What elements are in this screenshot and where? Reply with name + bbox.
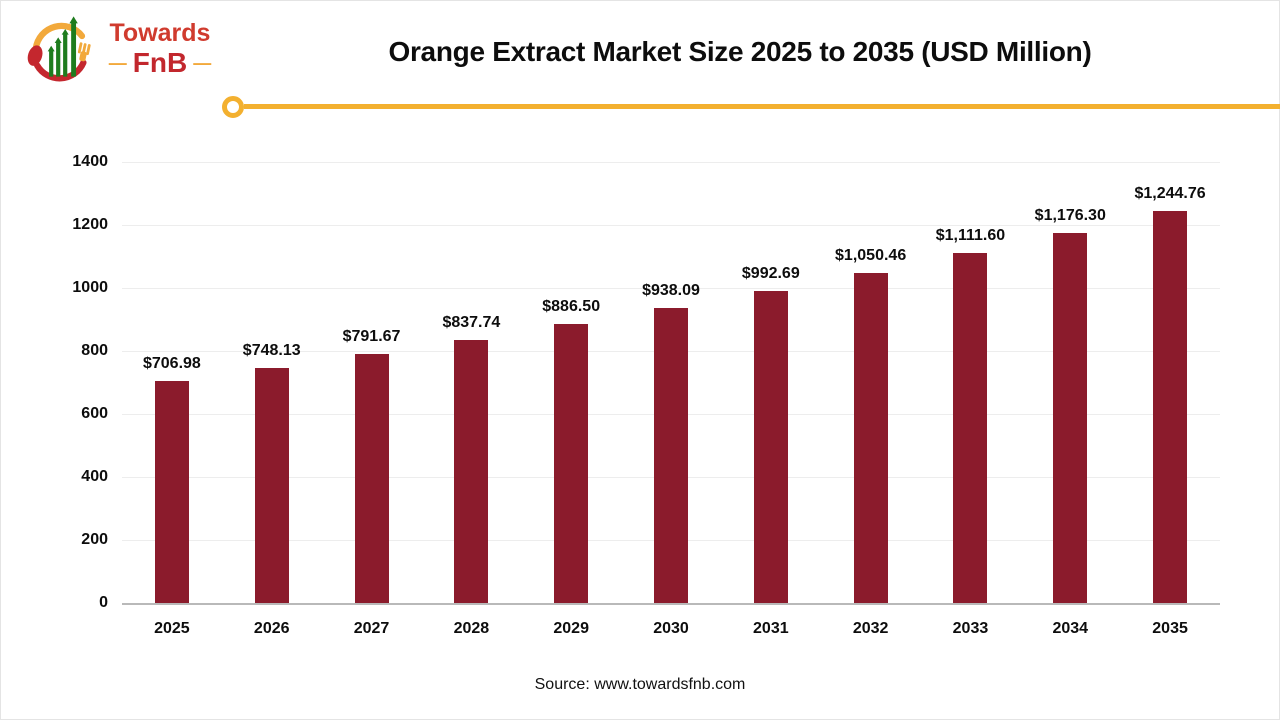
y-tick-label: 1000: [72, 278, 108, 296]
x-tick-label: 2034: [1052, 619, 1089, 637]
bar-value-label: $886.50: [542, 298, 601, 316]
x-tick-label: 2033: [952, 619, 989, 637]
x-axis-line: [122, 602, 1220, 605]
y-tick-label: 800: [81, 341, 108, 359]
y-tick-label: 1200: [72, 215, 108, 233]
y-tick-label: 200: [81, 530, 108, 548]
y-tick-label: 400: [81, 467, 108, 485]
bar: [1053, 232, 1088, 604]
bar: [953, 253, 988, 604]
gridline: [122, 225, 1220, 226]
logo-dash-left: —: [108, 53, 127, 73]
towardsfnb-logo-icon: [27, 16, 91, 82]
x-tick-label: 2035: [1152, 619, 1188, 637]
y-tick-label: 0: [99, 593, 108, 611]
bar-value-label: $1,244.76: [1134, 185, 1206, 203]
bar: [154, 380, 189, 604]
x-tick-label: 2026: [253, 619, 290, 637]
bar: [554, 324, 589, 604]
bar: [654, 308, 688, 604]
bar-value-label: $706.98: [142, 354, 201, 372]
x-tick-label: 2031: [753, 619, 789, 637]
bar: [853, 272, 888, 604]
x-tick-label: 2030: [653, 619, 689, 637]
bar-value-label: $1,111.60: [935, 227, 1006, 245]
divider-line: [244, 104, 1280, 109]
bar: [354, 354, 389, 604]
x-tick-label: 2025: [154, 619, 190, 637]
x-tick-label: 2028: [453, 619, 490, 637]
bar-value-label: $748.13: [242, 341, 301, 359]
bar: [254, 367, 289, 604]
logo-word-fnb: FnB: [132, 47, 188, 78]
source-note: Source: www.towardsfnb.com: [534, 676, 746, 693]
gridline: [122, 288, 1220, 289]
bar-value-label: $1,176.30: [1034, 206, 1106, 224]
towardsfnb-logo: Towards — FnB —: [24, 10, 224, 92]
logo-word-towards: Towards: [109, 19, 211, 47]
bar: [454, 339, 489, 604]
x-tick-label: 2027: [353, 619, 390, 637]
logo-dash-right: —: [193, 53, 212, 73]
towardsfnb-logo-text: Towards — FnB —: [96, 20, 224, 77]
page-title: Orange Extract Market Size 2025 to 2035 …: [388, 36, 1092, 67]
bar-value-label: $791.67: [342, 328, 401, 346]
bar: [753, 290, 788, 604]
bar: [1153, 211, 1188, 604]
divider-ring-icon: [222, 96, 244, 118]
y-tick-label: 1400: [72, 152, 108, 170]
y-tick-label: 600: [81, 404, 108, 422]
gridline: [122, 162, 1220, 163]
bar-value-label: $938.09: [642, 282, 700, 299]
x-tick-label: 2029: [553, 619, 589, 637]
bar-value-label: $992.69: [741, 264, 800, 282]
x-tick-label: 2032: [852, 619, 889, 637]
bar-value-label: $837.74: [442, 313, 501, 331]
bar-value-label: $1,050.46: [835, 246, 907, 264]
